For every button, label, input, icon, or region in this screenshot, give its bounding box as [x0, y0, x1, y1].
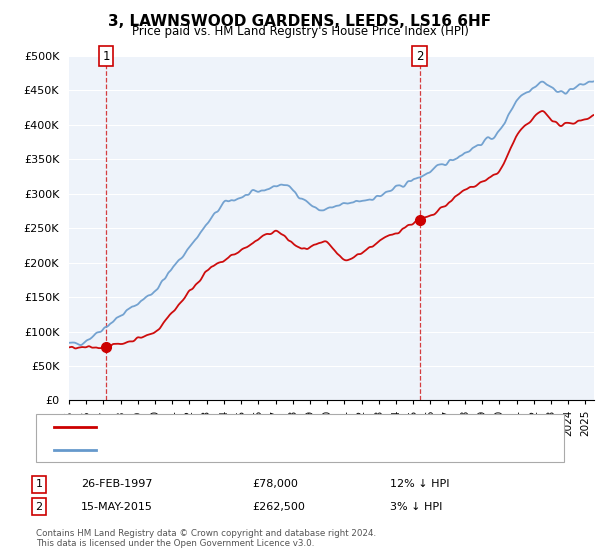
Text: 12% ↓ HPI: 12% ↓ HPI [390, 479, 449, 489]
Text: Contains HM Land Registry data © Crown copyright and database right 2024.: Contains HM Land Registry data © Crown c… [36, 529, 376, 538]
Text: £262,500: £262,500 [252, 502, 305, 512]
Text: 3, LAWNSWOOD GARDENS, LEEDS, LS16 6HF: 3, LAWNSWOOD GARDENS, LEEDS, LS16 6HF [109, 14, 491, 29]
Text: £78,000: £78,000 [252, 479, 298, 489]
Text: HPI: Average price, detached house, Leeds: HPI: Average price, detached house, Leed… [105, 445, 340, 455]
Text: 2: 2 [35, 502, 43, 512]
Text: This data is licensed under the Open Government Licence v3.0.: This data is licensed under the Open Gov… [36, 539, 314, 548]
Text: Price paid vs. HM Land Registry's House Price Index (HPI): Price paid vs. HM Land Registry's House … [131, 25, 469, 38]
Text: 3% ↓ HPI: 3% ↓ HPI [390, 502, 442, 512]
Text: 3, LAWNSWOOD GARDENS, LEEDS, LS16 6HF (detached house): 3, LAWNSWOOD GARDENS, LEEDS, LS16 6HF (d… [105, 422, 452, 432]
Text: 26-FEB-1997: 26-FEB-1997 [81, 479, 152, 489]
Text: 1: 1 [102, 49, 110, 63]
Text: 2: 2 [416, 49, 424, 63]
Text: 15-MAY-2015: 15-MAY-2015 [81, 502, 153, 512]
Text: 1: 1 [35, 479, 43, 489]
